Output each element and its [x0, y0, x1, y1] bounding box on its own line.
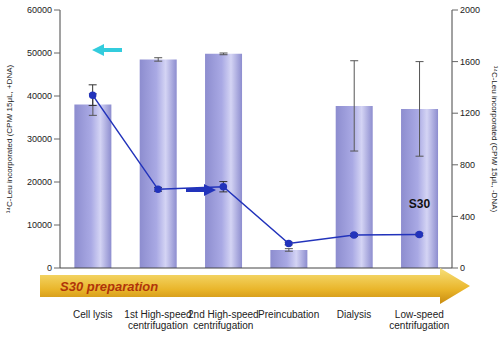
svg-text:Low-speedcentrifugation: Low-speedcentrifugation [389, 309, 449, 331]
svg-text:S30: S30 [409, 197, 431, 211]
svg-text:Preincubation: Preincubation [258, 309, 319, 320]
svg-text:2000: 2000 [460, 5, 480, 15]
svg-text:Dialysis: Dialysis [337, 309, 371, 320]
svg-text:1200: 1200 [460, 108, 480, 118]
svg-text:10000: 10000 [27, 220, 52, 230]
svg-text:2nd High-speedcentrifugation: 2nd High-speedcentrifugation [188, 309, 259, 331]
svg-text:1600: 1600 [460, 57, 480, 67]
svg-text:60000: 60000 [27, 5, 52, 15]
svg-text:0: 0 [460, 263, 465, 273]
svg-text:20000: 20000 [27, 177, 52, 187]
svg-text:1st High-speedcentrifugation: 1st High-speedcentrifugation [124, 309, 191, 331]
svg-text:30000: 30000 [27, 134, 52, 144]
svg-text:400: 400 [460, 212, 475, 222]
svg-text:40000: 40000 [27, 91, 52, 101]
svg-text:S30 preparation: S30 preparation [60, 279, 158, 294]
svg-text:50000: 50000 [27, 48, 52, 58]
svg-text:¹⁴C-Leu incorporated (CPM/ 15μ: ¹⁴C-Leu incorporated (CPM/ 15μL, +DNA) [8, 65, 14, 214]
svg-text:Cell lysis: Cell lysis [73, 309, 112, 320]
svg-text:0: 0 [47, 263, 52, 273]
svg-text:800: 800 [460, 160, 475, 170]
svg-text:¹⁴C-Leu incorporated (CPM/ 15μ: ¹⁴C-Leu incorporated (CPM/ 15μL, -DNA) [490, 66, 494, 213]
